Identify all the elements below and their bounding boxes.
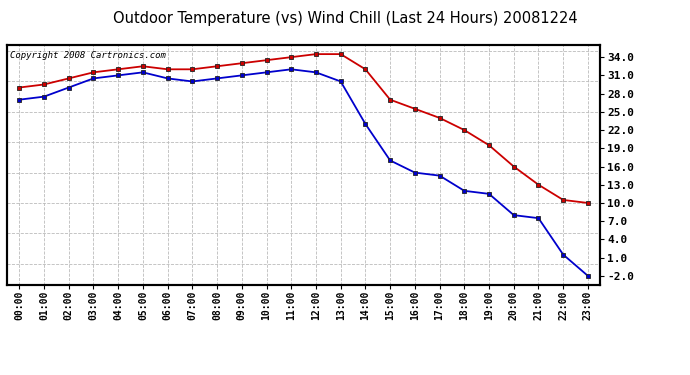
Text: Copyright 2008 Cartronics.com: Copyright 2008 Cartronics.com bbox=[10, 51, 166, 60]
Text: Outdoor Temperature (vs) Wind Chill (Last 24 Hours) 20081224: Outdoor Temperature (vs) Wind Chill (Las… bbox=[112, 11, 578, 26]
